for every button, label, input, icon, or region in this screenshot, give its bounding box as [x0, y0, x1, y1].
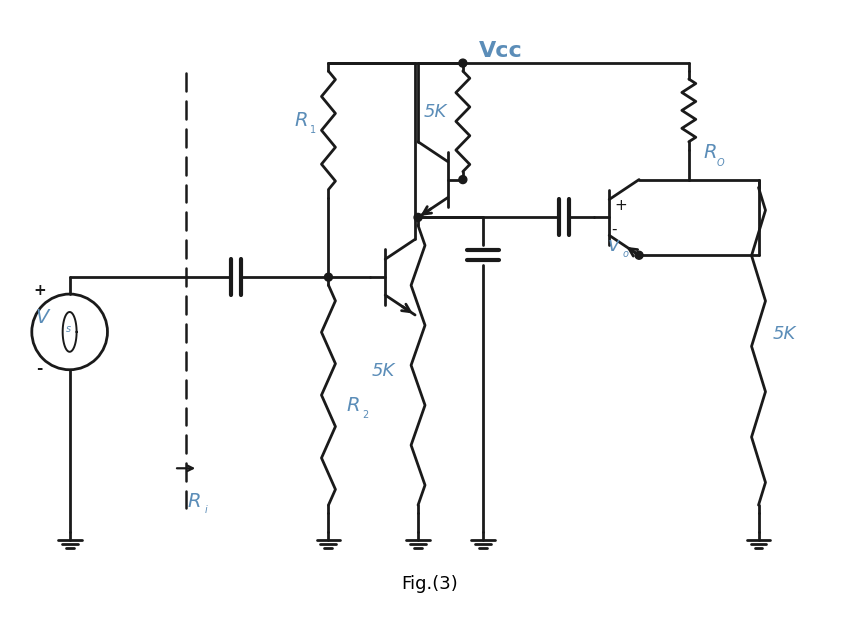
Text: 5K: 5K: [372, 362, 395, 379]
Text: 5K: 5K: [772, 325, 796, 343]
Text: -: -: [611, 222, 617, 237]
Text: $_s$: $_s$: [64, 321, 71, 335]
Text: $_O$: $_O$: [716, 155, 725, 168]
Text: Vcc: Vcc: [479, 41, 523, 61]
Circle shape: [324, 273, 333, 281]
Text: $R$: $R$: [294, 111, 307, 130]
Text: -: -: [37, 361, 43, 376]
Circle shape: [414, 213, 422, 222]
Circle shape: [459, 59, 467, 67]
Text: $V$: $V$: [35, 308, 52, 328]
Text: $R$: $R$: [187, 492, 201, 511]
Text: $_i$: $_i$: [204, 502, 208, 516]
Circle shape: [459, 176, 467, 184]
Text: $R$: $R$: [703, 143, 716, 162]
Text: +: +: [34, 283, 46, 297]
Text: Fig.(3): Fig.(3): [402, 575, 458, 593]
Text: 5K: 5K: [423, 103, 446, 121]
Text: +: +: [615, 198, 628, 213]
Text: $_1$: $_1$: [309, 122, 316, 136]
Text: $R$: $R$: [347, 396, 360, 415]
Text: $_o$: $_o$: [623, 246, 630, 260]
Text: $v$: $v$: [607, 236, 621, 255]
Text: $_2$: $_2$: [361, 407, 369, 421]
Circle shape: [635, 251, 643, 259]
